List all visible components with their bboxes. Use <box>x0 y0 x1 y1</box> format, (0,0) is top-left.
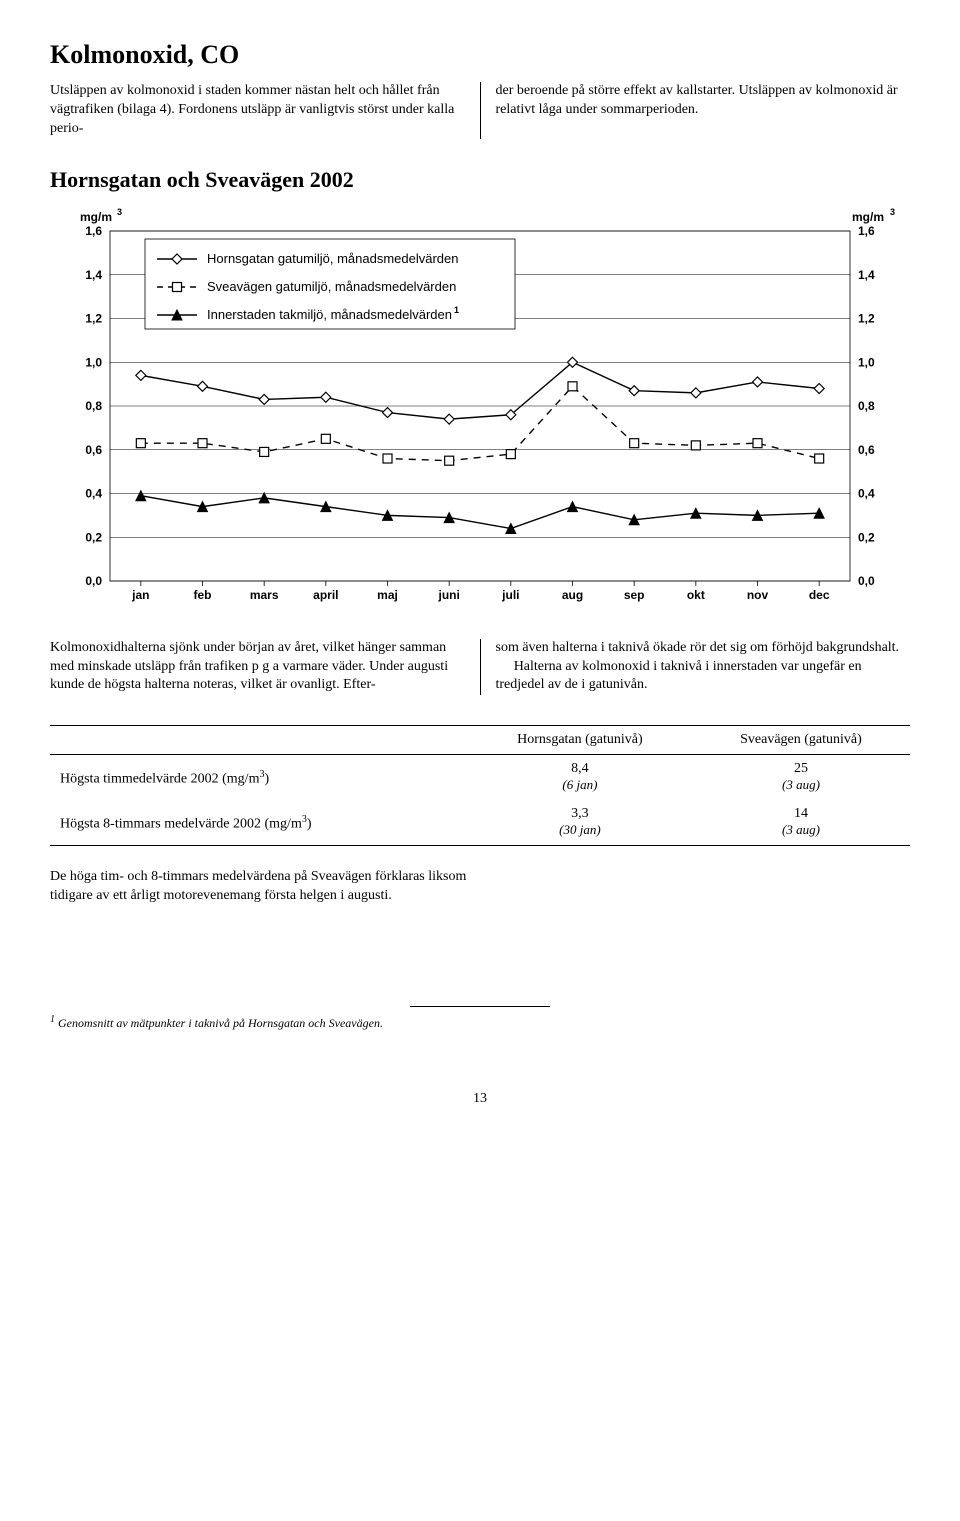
below-left-text: Kolmonoxidhalterna sjönk under början av… <box>50 639 465 696</box>
chart-container: 0,0 0,0 0,2 0,2 0,4 0,4 0,6 0,6 0,8 0,8 1,0 1,0 1,2 1… <box>50 201 910 621</box>
below-col-left: Kolmonoxidhalterna sjönk under början av… <box>50 639 481 696</box>
table-cell: 14(3 aug) <box>692 800 910 846</box>
footnote: 1 Genomsnitt av mätpunkter i taknivå på … <box>50 1014 910 1031</box>
svg-text:0,0: 0,0 <box>858 574 875 588</box>
svg-text:Sveavägen gatumiljö, månadsmed: Sveavägen gatumiljö, månadsmedelvärden <box>207 279 456 294</box>
svg-text:1,4: 1,4 <box>85 267 102 281</box>
table-row-label: Högsta timmedelvärde 2002 (mg/m3) <box>50 755 468 801</box>
svg-text:1,0: 1,0 <box>85 355 102 369</box>
svg-text:april: april <box>313 588 338 602</box>
svg-text:1: 1 <box>454 305 459 315</box>
closing-text: De höga tim- och 8-timmars medelvärdena … <box>50 868 480 906</box>
svg-text:nov: nov <box>747 588 769 602</box>
svg-text:3: 3 <box>890 207 895 217</box>
svg-text:dec: dec <box>809 588 830 602</box>
svg-text:juni: juni <box>438 588 460 602</box>
below-right-text-2: Halterna av kolmonoxid i taknivå i inner… <box>496 658 911 696</box>
table-row-label: Högsta 8-timmars medelvärde 2002 (mg/m3) <box>50 800 468 846</box>
table-cell: 3,3(30 jan) <box>468 800 692 846</box>
intro-col-left: Utsläppen av kolmonoxid i staden kommer … <box>50 82 481 139</box>
svg-text:Innerstaden takmiljö, månadsme: Innerstaden takmiljö, månadsmedelvärden <box>207 307 452 322</box>
svg-text:juli: juli <box>501 588 519 602</box>
below-chart-columns: Kolmonoxidhalterna sjönk under början av… <box>50 639 910 696</box>
data-table-wrap: Hornsgatan (gatunivå) Sveavägen (gatuniv… <box>50 725 910 846</box>
th-blank <box>50 726 468 755</box>
chart-heading: Hornsgatan och Sveavägen 2002 <box>50 167 910 193</box>
svg-text:1,2: 1,2 <box>85 311 102 325</box>
svg-text:0,4: 0,4 <box>85 486 102 500</box>
table-cell: 25(3 aug) <box>692 755 910 801</box>
intro-columns: Utsläppen av kolmonoxid i staden kommer … <box>50 82 910 139</box>
intro-left-text: Utsläppen av kolmonoxid i staden kommer … <box>50 82 465 139</box>
svg-text:okt: okt <box>687 588 705 602</box>
intro-col-right: der beroende på större effekt av kallsta… <box>481 82 911 139</box>
svg-text:Hornsgatan gatumiljö, månadsme: Hornsgatan gatumiljö, månadsmedelvärden <box>207 251 458 266</box>
footnote-text: Genomsnitt av mätpunkter i taknivå på Ho… <box>55 1016 383 1030</box>
footnote-separator <box>410 1006 550 1007</box>
page-title: Kolmonoxid, CO <box>50 40 910 70</box>
svg-text:0,4: 0,4 <box>858 486 875 500</box>
svg-text:0,0: 0,0 <box>85 574 102 588</box>
below-col-right: som även halterna i taknivå ökade rör de… <box>481 639 911 696</box>
svg-text:mars: mars <box>250 588 279 602</box>
svg-text:3: 3 <box>117 207 122 217</box>
line-chart: 0,0 0,0 0,2 0,2 0,4 0,4 0,6 0,6 0,8 0,8 1,0 1,0 1,2 1… <box>50 201 910 621</box>
svg-text:1,0: 1,0 <box>858 355 875 369</box>
intro-right-text: der beroende på större effekt av kallsta… <box>496 82 911 120</box>
th-sveavagen: Sveavägen (gatunivå) <box>692 726 910 755</box>
svg-text:0,2: 0,2 <box>85 530 102 544</box>
svg-text:jan: jan <box>131 588 149 602</box>
svg-text:1,2: 1,2 <box>858 311 875 325</box>
svg-text:1,4: 1,4 <box>858 267 875 281</box>
svg-text:mg/m: mg/m <box>852 210 884 224</box>
data-table: Hornsgatan (gatunivå) Sveavägen (gatuniv… <box>50 725 910 846</box>
svg-text:0,8: 0,8 <box>858 399 875 413</box>
svg-text:feb: feb <box>194 588 212 602</box>
svg-text:1,6: 1,6 <box>85 224 102 238</box>
below-right-text-1: som även halterna i taknivå ökade rör de… <box>496 639 911 658</box>
svg-text:sep: sep <box>624 588 645 602</box>
svg-text:aug: aug <box>562 588 583 602</box>
table-cell: 8,4(6 jan) <box>468 755 692 801</box>
svg-text:mg/m: mg/m <box>80 210 112 224</box>
svg-text:0,6: 0,6 <box>858 442 875 456</box>
closing-paragraph: De höga tim- och 8-timmars medelvärdena … <box>50 868 480 906</box>
svg-text:0,6: 0,6 <box>85 442 102 456</box>
svg-text:0,8: 0,8 <box>85 399 102 413</box>
svg-text:0,2: 0,2 <box>858 530 875 544</box>
th-hornsgatan: Hornsgatan (gatunivå) <box>468 726 692 755</box>
page-number: 13 <box>50 1091 910 1107</box>
svg-text:maj: maj <box>377 588 398 602</box>
svg-text:1,6: 1,6 <box>858 224 875 238</box>
